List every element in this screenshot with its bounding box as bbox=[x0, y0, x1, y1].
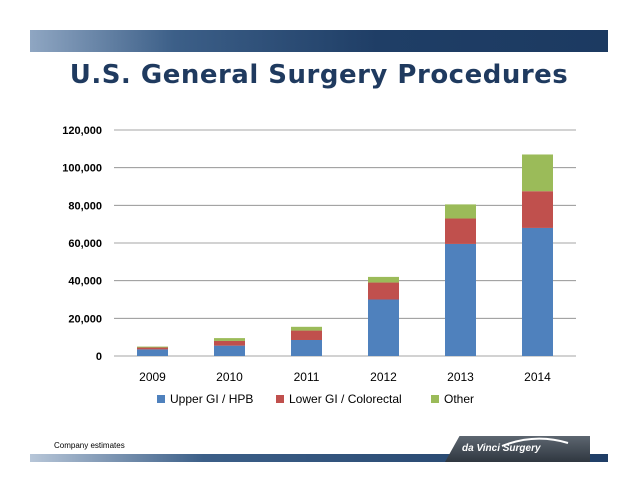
bar-2011-series-0 bbox=[291, 339, 322, 356]
bar-2009-series-0 bbox=[137, 349, 168, 356]
y-tick-label: 100,000 bbox=[62, 163, 102, 175]
bar-2011-series-1 bbox=[291, 330, 322, 340]
bar-2014-series-1 bbox=[522, 191, 553, 228]
footnote: Company estimates bbox=[54, 441, 125, 450]
x-tick-label: 2013 bbox=[447, 370, 474, 384]
bar-2013-series-2 bbox=[445, 204, 476, 219]
brand-swoosh-icon bbox=[501, 437, 569, 447]
bar-2013-series-0 bbox=[445, 243, 476, 356]
x-tick-label: 2012 bbox=[370, 370, 397, 384]
x-tick-label: 2010 bbox=[216, 370, 243, 384]
legend-label: Lower GI / Colorectal bbox=[289, 392, 402, 406]
y-tick-label: 40,000 bbox=[68, 276, 102, 288]
y-tick-label: 120,000 bbox=[62, 125, 102, 137]
bar-2010-series-0 bbox=[214, 345, 245, 356]
y-tick-label: 20,000 bbox=[68, 313, 102, 325]
bar-2012-series-0 bbox=[368, 299, 399, 356]
x-tick-label: 2014 bbox=[524, 370, 551, 384]
legend-label: Upper GI / HPB bbox=[170, 392, 253, 406]
bar-2014-series-2 bbox=[522, 154, 553, 192]
bar-2010-series-1 bbox=[214, 340, 245, 346]
legend-swatch bbox=[276, 395, 284, 403]
bar-2009-series-1 bbox=[137, 347, 168, 350]
legend-swatch bbox=[157, 395, 165, 403]
bar-2013-series-1 bbox=[445, 218, 476, 244]
legend-label: Other bbox=[444, 392, 474, 406]
y-tick-label: 80,000 bbox=[68, 200, 102, 212]
bar-2009-series-2 bbox=[137, 346, 168, 348]
bar-2014-series-0 bbox=[522, 227, 553, 356]
bar-2012-series-1 bbox=[368, 282, 399, 300]
x-tick-label: 2011 bbox=[294, 370, 320, 384]
header-accent-bar bbox=[30, 30, 608, 52]
bar-2011-series-2 bbox=[291, 326, 322, 331]
legend-swatch bbox=[431, 395, 439, 403]
footer-accent-bar bbox=[30, 454, 608, 462]
bar-2012-series-2 bbox=[368, 276, 399, 283]
bar-2010-series-2 bbox=[214, 338, 245, 341]
y-tick-label: 0 bbox=[96, 351, 102, 363]
brand-logo-text: da Vinci Surgery bbox=[462, 443, 541, 454]
page-title: U.S. General Surgery Procedures bbox=[69, 60, 569, 90]
x-tick-label: 2009 bbox=[139, 370, 166, 384]
y-tick-label: 60,000 bbox=[68, 238, 102, 250]
